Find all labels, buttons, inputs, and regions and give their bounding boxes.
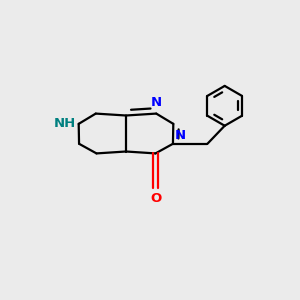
Text: O: O bbox=[150, 192, 161, 206]
Text: N: N bbox=[151, 96, 162, 109]
Text: N: N bbox=[174, 129, 186, 142]
Text: NH: NH bbox=[53, 117, 76, 130]
